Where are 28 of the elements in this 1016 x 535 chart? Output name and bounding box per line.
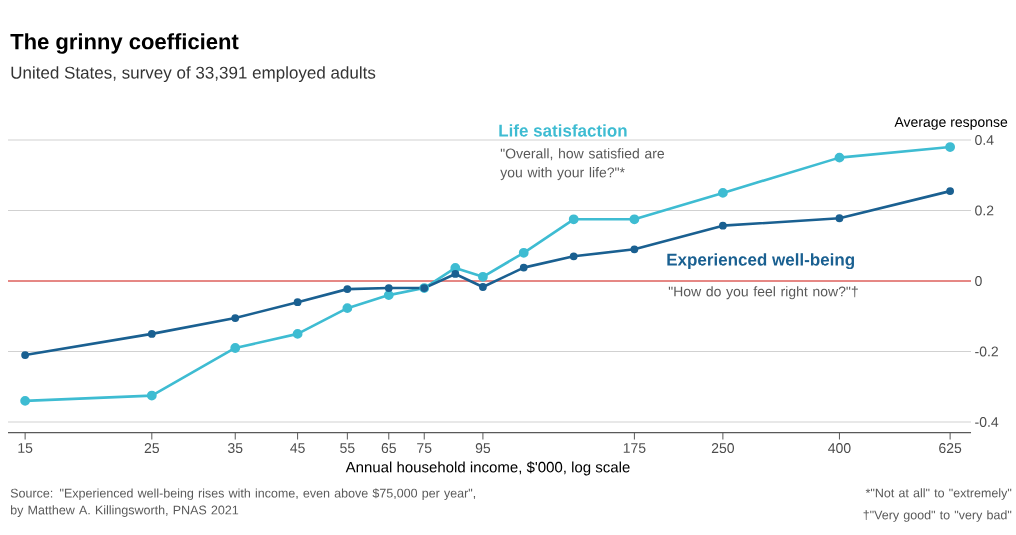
x-tick-label: 625 (939, 443, 962, 454)
text: Life satisfaction (499, 124, 627, 137)
annotation: "Overall, how satisfied are you with your life?"* (500, 148, 665, 181)
x-tick-label: 65 (381, 443, 396, 454)
x-tick-label: 45 (290, 443, 305, 453)
y-tick-label: 0 (975, 276, 982, 286)
x-tick-label: 25 (144, 443, 160, 454)
y-tick-label: -0.2 (975, 346, 998, 357)
x-tick-label: 35 (227, 443, 243, 454)
source-note: Source: "Experienced well-being rises with income, even above $75,000 per year", by Matthew A. Killingsworth, PNAS 2021 (10, 488, 476, 517)
y-axis-title: Average response (894, 117, 1008, 130)
text: *"Not at all" to "extremely" (865, 488, 1012, 500)
y-tick-label: -0.4 (975, 417, 999, 427)
x-axis-title: Annual household income, $'000, log scale (345, 461, 630, 476)
chart-subtitle: United States, survey of 33,391 employed adults (11, 66, 376, 83)
x-tick-label: 250 (711, 443, 735, 454)
x-tick-label: 175 (623, 443, 646, 453)
y-tick-label: 0.4 (975, 135, 994, 145)
y-tick-label: 0.2 (975, 205, 994, 216)
x-tick-label: 75 (417, 443, 432, 453)
series-label: Experienced well-being (667, 253, 855, 270)
text: †"Very good" to "very bad" (863, 510, 1012, 522)
x-tick-label: 95 (475, 443, 491, 454)
chart-title: The grinny coefficient (10, 33, 239, 54)
annotation: "How do you feel right now?"† (668, 286, 858, 300)
x-tick-label: 55 (340, 443, 355, 453)
x-tick-label: 15 (18, 443, 33, 453)
x-tick-label: 400 (828, 443, 851, 454)
